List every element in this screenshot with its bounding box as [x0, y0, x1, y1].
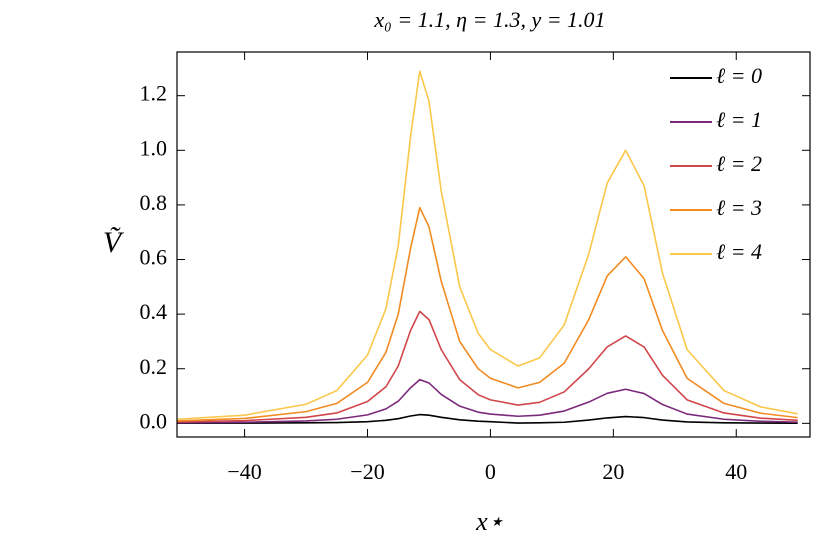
x-tick-label: −40 [227, 459, 261, 484]
x-axis-label: x⋆ [475, 507, 504, 536]
series-line [176, 413, 798, 425]
series-line [176, 70, 798, 421]
x-tick-label: 40 [725, 459, 747, 484]
x-tick-label: 20 [602, 459, 624, 484]
x-tick-label: 0 [485, 459, 496, 484]
series-line [176, 206, 798, 422]
y-axis-label: Ṽ [103, 226, 125, 259]
legend-label: ℓ = 4 [716, 239, 762, 264]
y-tick-label: 0.4 [140, 299, 168, 324]
y-tick-label: 0.0 [140, 408, 168, 433]
legend-label: ℓ = 1 [716, 107, 762, 132]
y-tick-label: 1.0 [140, 135, 168, 160]
chart-title: x₀ = 1.1, η = 1.3, y = 1.01 [373, 7, 605, 32]
series-line [176, 378, 798, 424]
legend-label: ℓ = 3 [716, 195, 762, 220]
y-tick-label: 0.6 [140, 245, 168, 270]
x-tick-label: −20 [350, 459, 384, 484]
legend-label: ℓ = 2 [716, 151, 762, 176]
legend-label: ℓ = 0 [716, 63, 762, 88]
y-tick-label: 1.2 [140, 81, 168, 106]
y-tick-label: 0.2 [140, 354, 168, 379]
plot-frame [176, 51, 811, 438]
y-tick-label: 0.8 [140, 190, 168, 215]
series-line [176, 310, 798, 423]
